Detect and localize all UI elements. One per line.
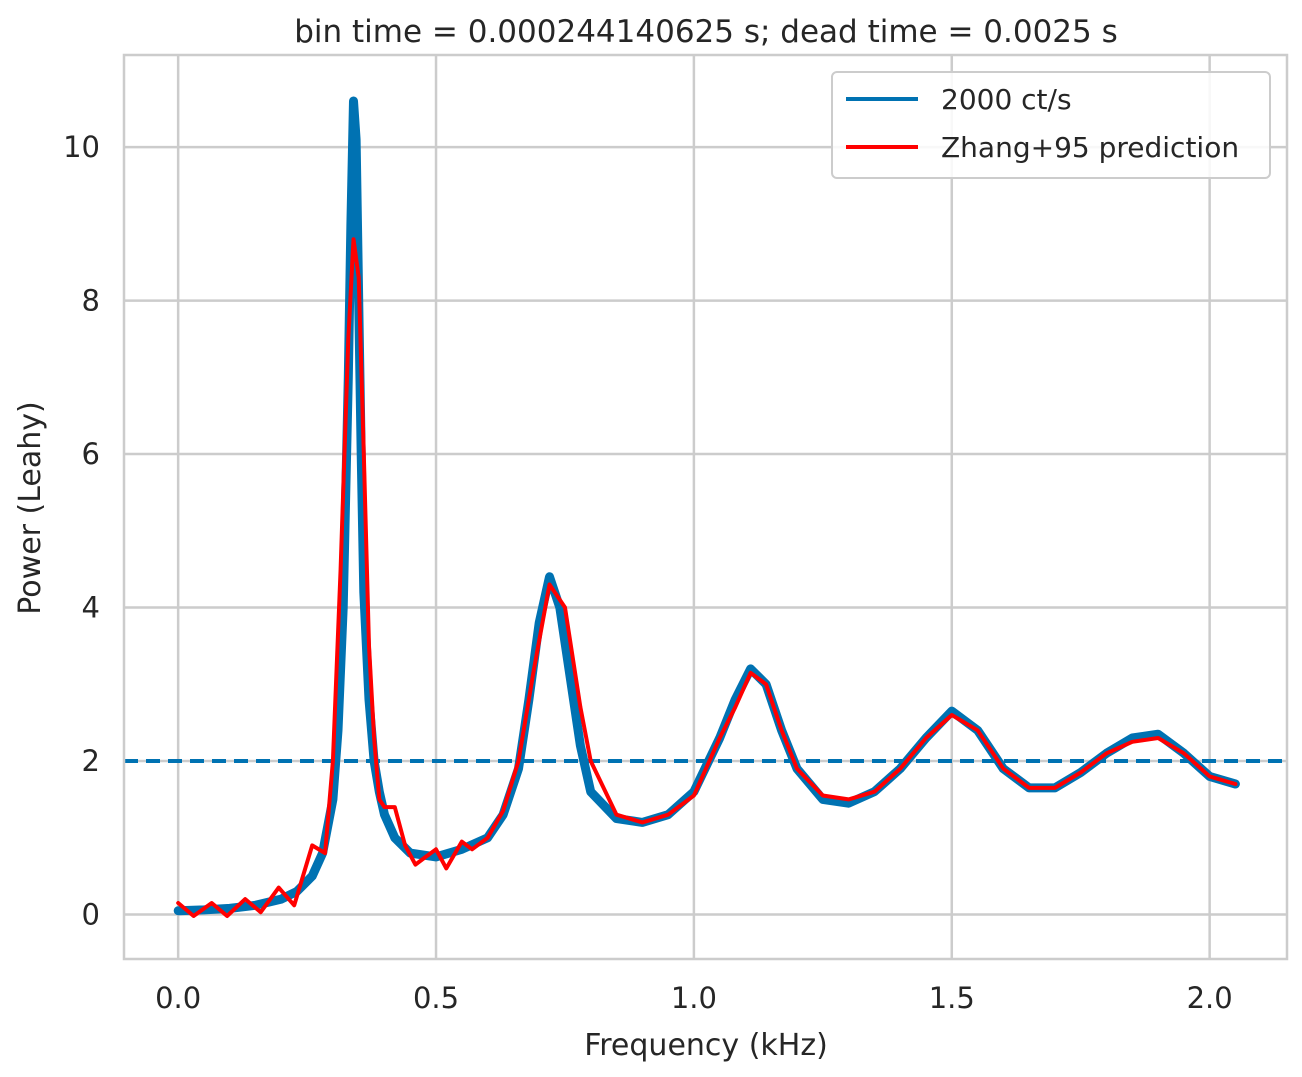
series-line-1	[178, 239, 1235, 916]
legend: 2000 ct/s Zhang+95 prediction	[832, 72, 1270, 178]
x-tick-label: 1.0	[671, 981, 717, 1015]
x-tick-label: 0.5	[413, 981, 459, 1015]
y-tick-label: 2	[82, 744, 100, 778]
y-tick-label: 6	[82, 437, 100, 471]
y-axis-label: Power (Leahy)	[13, 401, 48, 614]
x-axis-label: Frequency (kHz)	[584, 1028, 828, 1063]
x-tick-label: 1.5	[929, 981, 975, 1015]
series-layer	[178, 101, 1235, 916]
chart-title: bin time = 0.000244140625 s; dead time =…	[294, 14, 1118, 50]
y-tick-label: 8	[82, 284, 100, 318]
plot-frame	[124, 55, 1287, 959]
grid	[124, 55, 1287, 959]
y-tick-label: 0	[82, 897, 100, 931]
series-line-0	[178, 101, 1235, 911]
legend-label-2000-cts: 2000 ct/s	[941, 83, 1072, 116]
y-tick-label: 4	[82, 591, 100, 625]
x-tick-label: 0.0	[155, 981, 201, 1015]
y-tick-label: 10	[63, 130, 100, 164]
x-tick-labels: 0.0 0.5 1.0 1.5 2.0	[155, 981, 1233, 1015]
x-tick-label: 2.0	[1187, 981, 1233, 1015]
y-tick-labels: 0 2 4 6 8 10	[63, 130, 100, 931]
legend-label-zhang95: Zhang+95 prediction	[941, 131, 1239, 164]
